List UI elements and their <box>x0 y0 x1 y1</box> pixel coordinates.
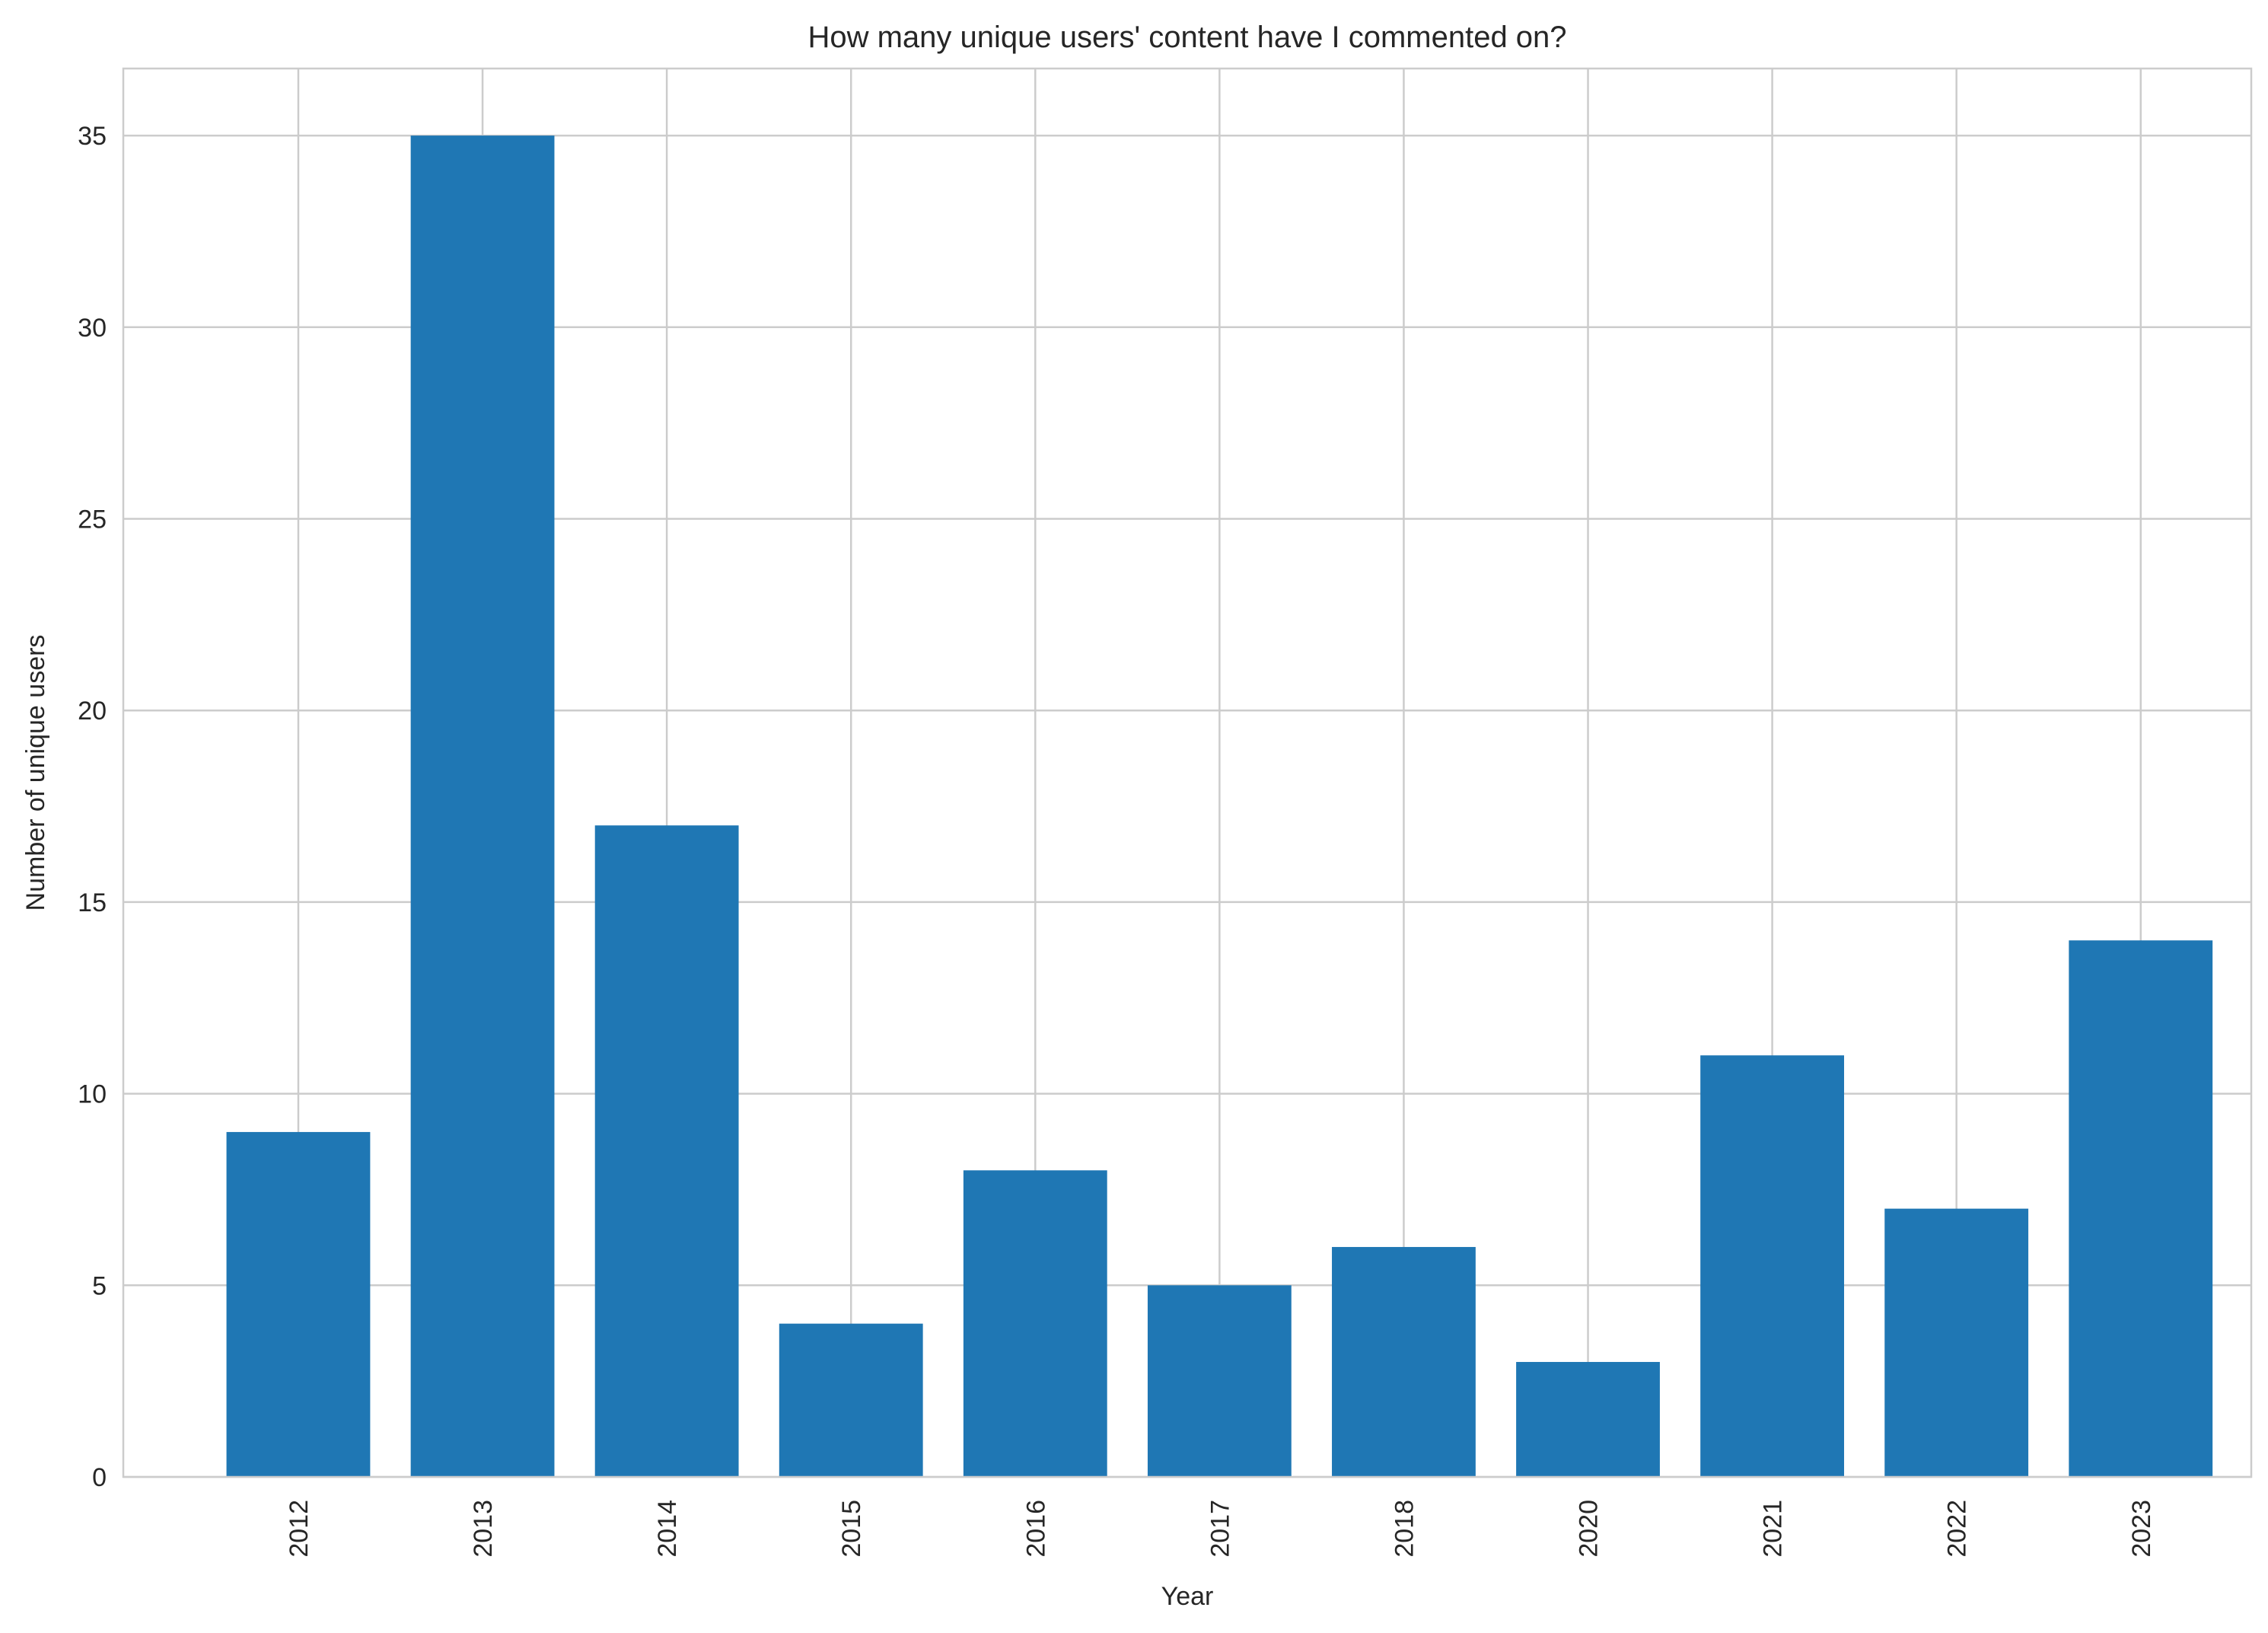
x-tick-label: 2020 <box>1575 1500 1604 1558</box>
x-tick-label: 2017 <box>1206 1500 1234 1558</box>
bar-2021 <box>1700 1055 1845 1477</box>
x-tick-labels: 2012 2013 2014 2015 2016 2017 2018 2020 2021 2022… <box>285 1500 2156 1558</box>
x-tick-label: 2012 <box>285 1500 314 1558</box>
y-tick-label: 15 <box>78 888 107 917</box>
bar-2014 <box>594 825 739 1477</box>
x-tick-label: 2014 <box>653 1500 682 1558</box>
bar-2022 <box>1884 1208 2029 1477</box>
y-tick-label: 35 <box>78 122 107 151</box>
bar-layer <box>226 136 2213 1478</box>
x-tick-label: 2021 <box>1759 1500 1788 1558</box>
x-tick-label: 2022 <box>1943 1500 1972 1558</box>
chart-title: How many unique users' content have I co… <box>807 21 1566 54</box>
y-tick-label: 30 <box>78 314 107 343</box>
bar-2012 <box>226 1131 371 1477</box>
x-tick-label: 2023 <box>2127 1500 2156 1558</box>
bar-2016 <box>963 1170 1107 1477</box>
y-tick-labels: 0 5 10 15 20 25 30 35 <box>78 122 107 1492</box>
y-tick-label: 25 <box>78 505 107 534</box>
bar-2013 <box>410 136 555 1478</box>
y-tick-label: 20 <box>78 697 107 726</box>
plot-frame <box>122 67 2253 1478</box>
x-tick-label: 2018 <box>1390 1500 1419 1558</box>
bar-2017 <box>1147 1285 1292 1477</box>
x-axis-title: Year <box>1161 1582 1214 1611</box>
y-tick-label: 10 <box>78 1080 107 1109</box>
y-tick-label: 0 <box>92 1463 107 1492</box>
x-tick-label: 2016 <box>1021 1500 1050 1558</box>
bar-2023 <box>2069 940 2213 1477</box>
y-tick-label: 5 <box>92 1271 107 1300</box>
y-axis-title: Number of unique users <box>21 635 50 911</box>
bar-2018 <box>1332 1246 1476 1477</box>
bar-2020 <box>1516 1361 1660 1477</box>
x-tick-label: 2015 <box>837 1500 866 1558</box>
x-tick-label: 2013 <box>469 1500 498 1558</box>
bar-2015 <box>779 1323 923 1477</box>
